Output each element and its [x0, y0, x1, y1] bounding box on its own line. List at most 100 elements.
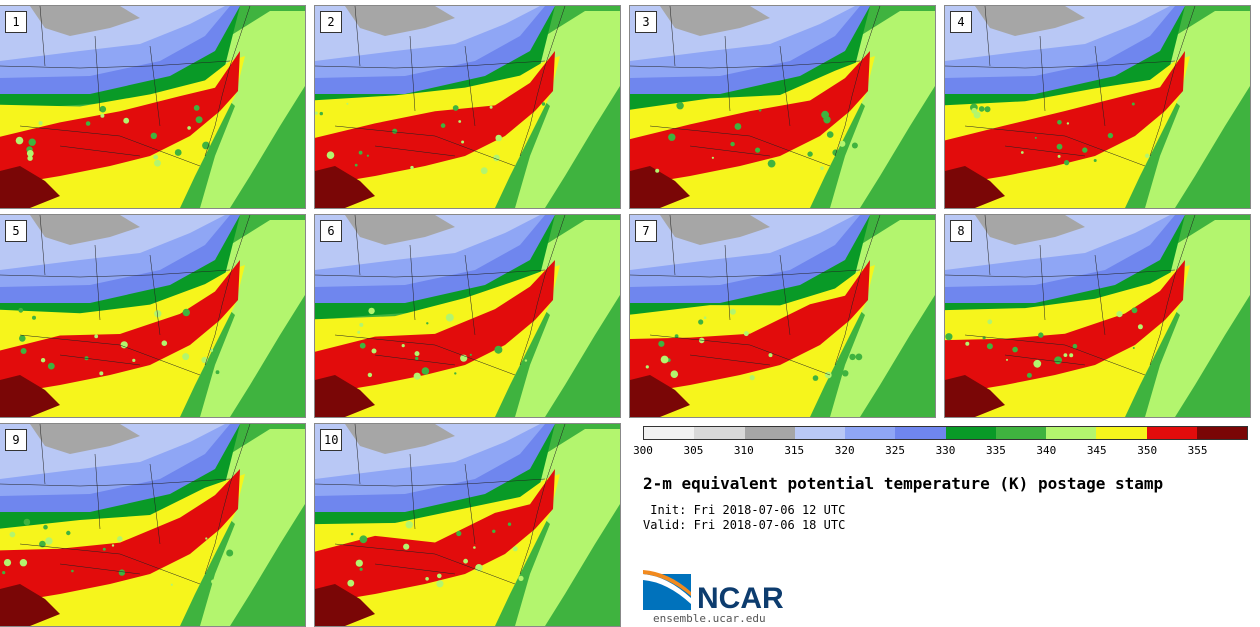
convective-cell	[18, 307, 24, 313]
convective-cell	[154, 159, 161, 167]
convective-cell	[1137, 324, 1143, 330]
convective-cell	[984, 106, 991, 113]
convective-cell	[161, 340, 168, 346]
convective-cell	[812, 375, 819, 381]
contour-region-8	[630, 260, 870, 395]
convective-cell	[26, 150, 34, 157]
contour-region-9	[315, 375, 375, 417]
convective-cell	[150, 132, 157, 139]
convective-cell	[170, 583, 173, 586]
convective-cell	[354, 163, 358, 167]
contour-region-8	[945, 260, 1185, 395]
convective-cell	[1145, 153, 1150, 158]
convective-cell	[832, 149, 839, 156]
colorbar-bin-3	[794, 427, 845, 439]
convective-cell	[132, 358, 136, 362]
convective-cell	[461, 140, 465, 144]
convective-cell	[120, 341, 128, 349]
convective-cell	[2, 571, 6, 575]
colorbar-bin-11	[1196, 427, 1247, 439]
convective-cell	[123, 117, 130, 124]
convective-cell	[469, 353, 472, 356]
convective-cell	[182, 353, 190, 361]
convective-cell	[102, 547, 106, 551]
convective-cell	[350, 532, 354, 536]
convective-cell	[403, 543, 410, 550]
ensemble-member-panel: 4	[944, 5, 1251, 209]
ensemble-member-panel: 9	[0, 423, 306, 627]
contour-region-9	[945, 166, 1005, 208]
contour-region-9	[315, 166, 375, 208]
convective-cell	[826, 131, 834, 138]
convective-cell	[346, 102, 349, 105]
convective-cell	[729, 308, 736, 315]
colorbar-bin-8	[1046, 427, 1097, 439]
convective-cell	[1132, 347, 1135, 349]
convective-cell	[100, 113, 105, 118]
contour-region-9	[0, 166, 60, 208]
convective-cell	[743, 331, 749, 337]
convective-cell	[414, 351, 420, 357]
convective-cell	[495, 134, 502, 142]
convective-cell	[23, 518, 31, 526]
contour-region-8	[0, 260, 240, 395]
contour-region-8	[0, 469, 240, 604]
convective-cell	[99, 105, 107, 113]
convective-cell	[326, 151, 335, 159]
ensemble-member-panel: 5	[0, 214, 306, 418]
colorbar-tick-320: 320	[834, 444, 855, 457]
member-label: 10	[320, 429, 343, 451]
convective-cell	[1057, 154, 1061, 158]
convective-cell	[839, 140, 846, 147]
colorbar-bin-2	[744, 427, 795, 439]
member-label: 5	[5, 220, 27, 242]
convective-cell	[71, 569, 74, 573]
convective-cell	[20, 348, 27, 354]
colorbar-tick-305: 305	[683, 444, 704, 457]
convective-cell	[401, 344, 405, 348]
convective-cell	[99, 371, 104, 376]
convective-cell	[405, 521, 413, 529]
contour-region-9	[0, 375, 60, 417]
convective-cell	[413, 372, 421, 380]
convective-cell	[193, 105, 200, 111]
convective-cell	[489, 105, 493, 109]
convective-cell	[174, 149, 182, 156]
convective-cell	[698, 319, 704, 325]
convective-cell	[440, 123, 446, 128]
convective-cell	[541, 102, 546, 106]
convective-cell	[357, 330, 361, 334]
convective-cell	[1064, 160, 1070, 166]
convective-cell	[182, 308, 190, 317]
contour-region-8	[945, 51, 1185, 186]
colorbar-tick-350: 350	[1137, 444, 1158, 457]
ensemble-member-panel: 8	[944, 214, 1251, 418]
convective-cell	[211, 579, 216, 584]
convective-cell	[1116, 311, 1123, 318]
member-label: 7	[635, 220, 657, 242]
convective-cell	[492, 529, 496, 533]
convective-cell	[676, 102, 684, 110]
convective-cell	[458, 120, 462, 123]
convective-cell	[1020, 151, 1024, 154]
ensemble-member-panel: 2	[314, 5, 621, 209]
convective-cell	[1082, 147, 1088, 153]
convective-cell	[187, 126, 191, 130]
convective-cell	[518, 575, 524, 581]
convective-cell	[463, 558, 468, 564]
convective-cell	[658, 340, 665, 347]
contour-region-8	[315, 260, 555, 395]
colorbar-tick-300: 300	[633, 444, 653, 457]
convective-cell	[359, 567, 363, 571]
valid-time: Valid: Fri 2018-07-06 18 UTC	[643, 518, 846, 532]
convective-cell	[32, 315, 36, 320]
ensemble-member-panel: 1	[0, 5, 306, 209]
colorbar-tick-310: 310	[733, 444, 754, 457]
convective-cell	[645, 365, 649, 369]
convective-cell	[1056, 143, 1063, 150]
convective-cell	[768, 353, 773, 358]
convective-cell	[1006, 358, 1008, 361]
state-boundaries	[0, 215, 251, 376]
convective-cell	[711, 156, 714, 159]
colorbar	[643, 426, 1248, 440]
